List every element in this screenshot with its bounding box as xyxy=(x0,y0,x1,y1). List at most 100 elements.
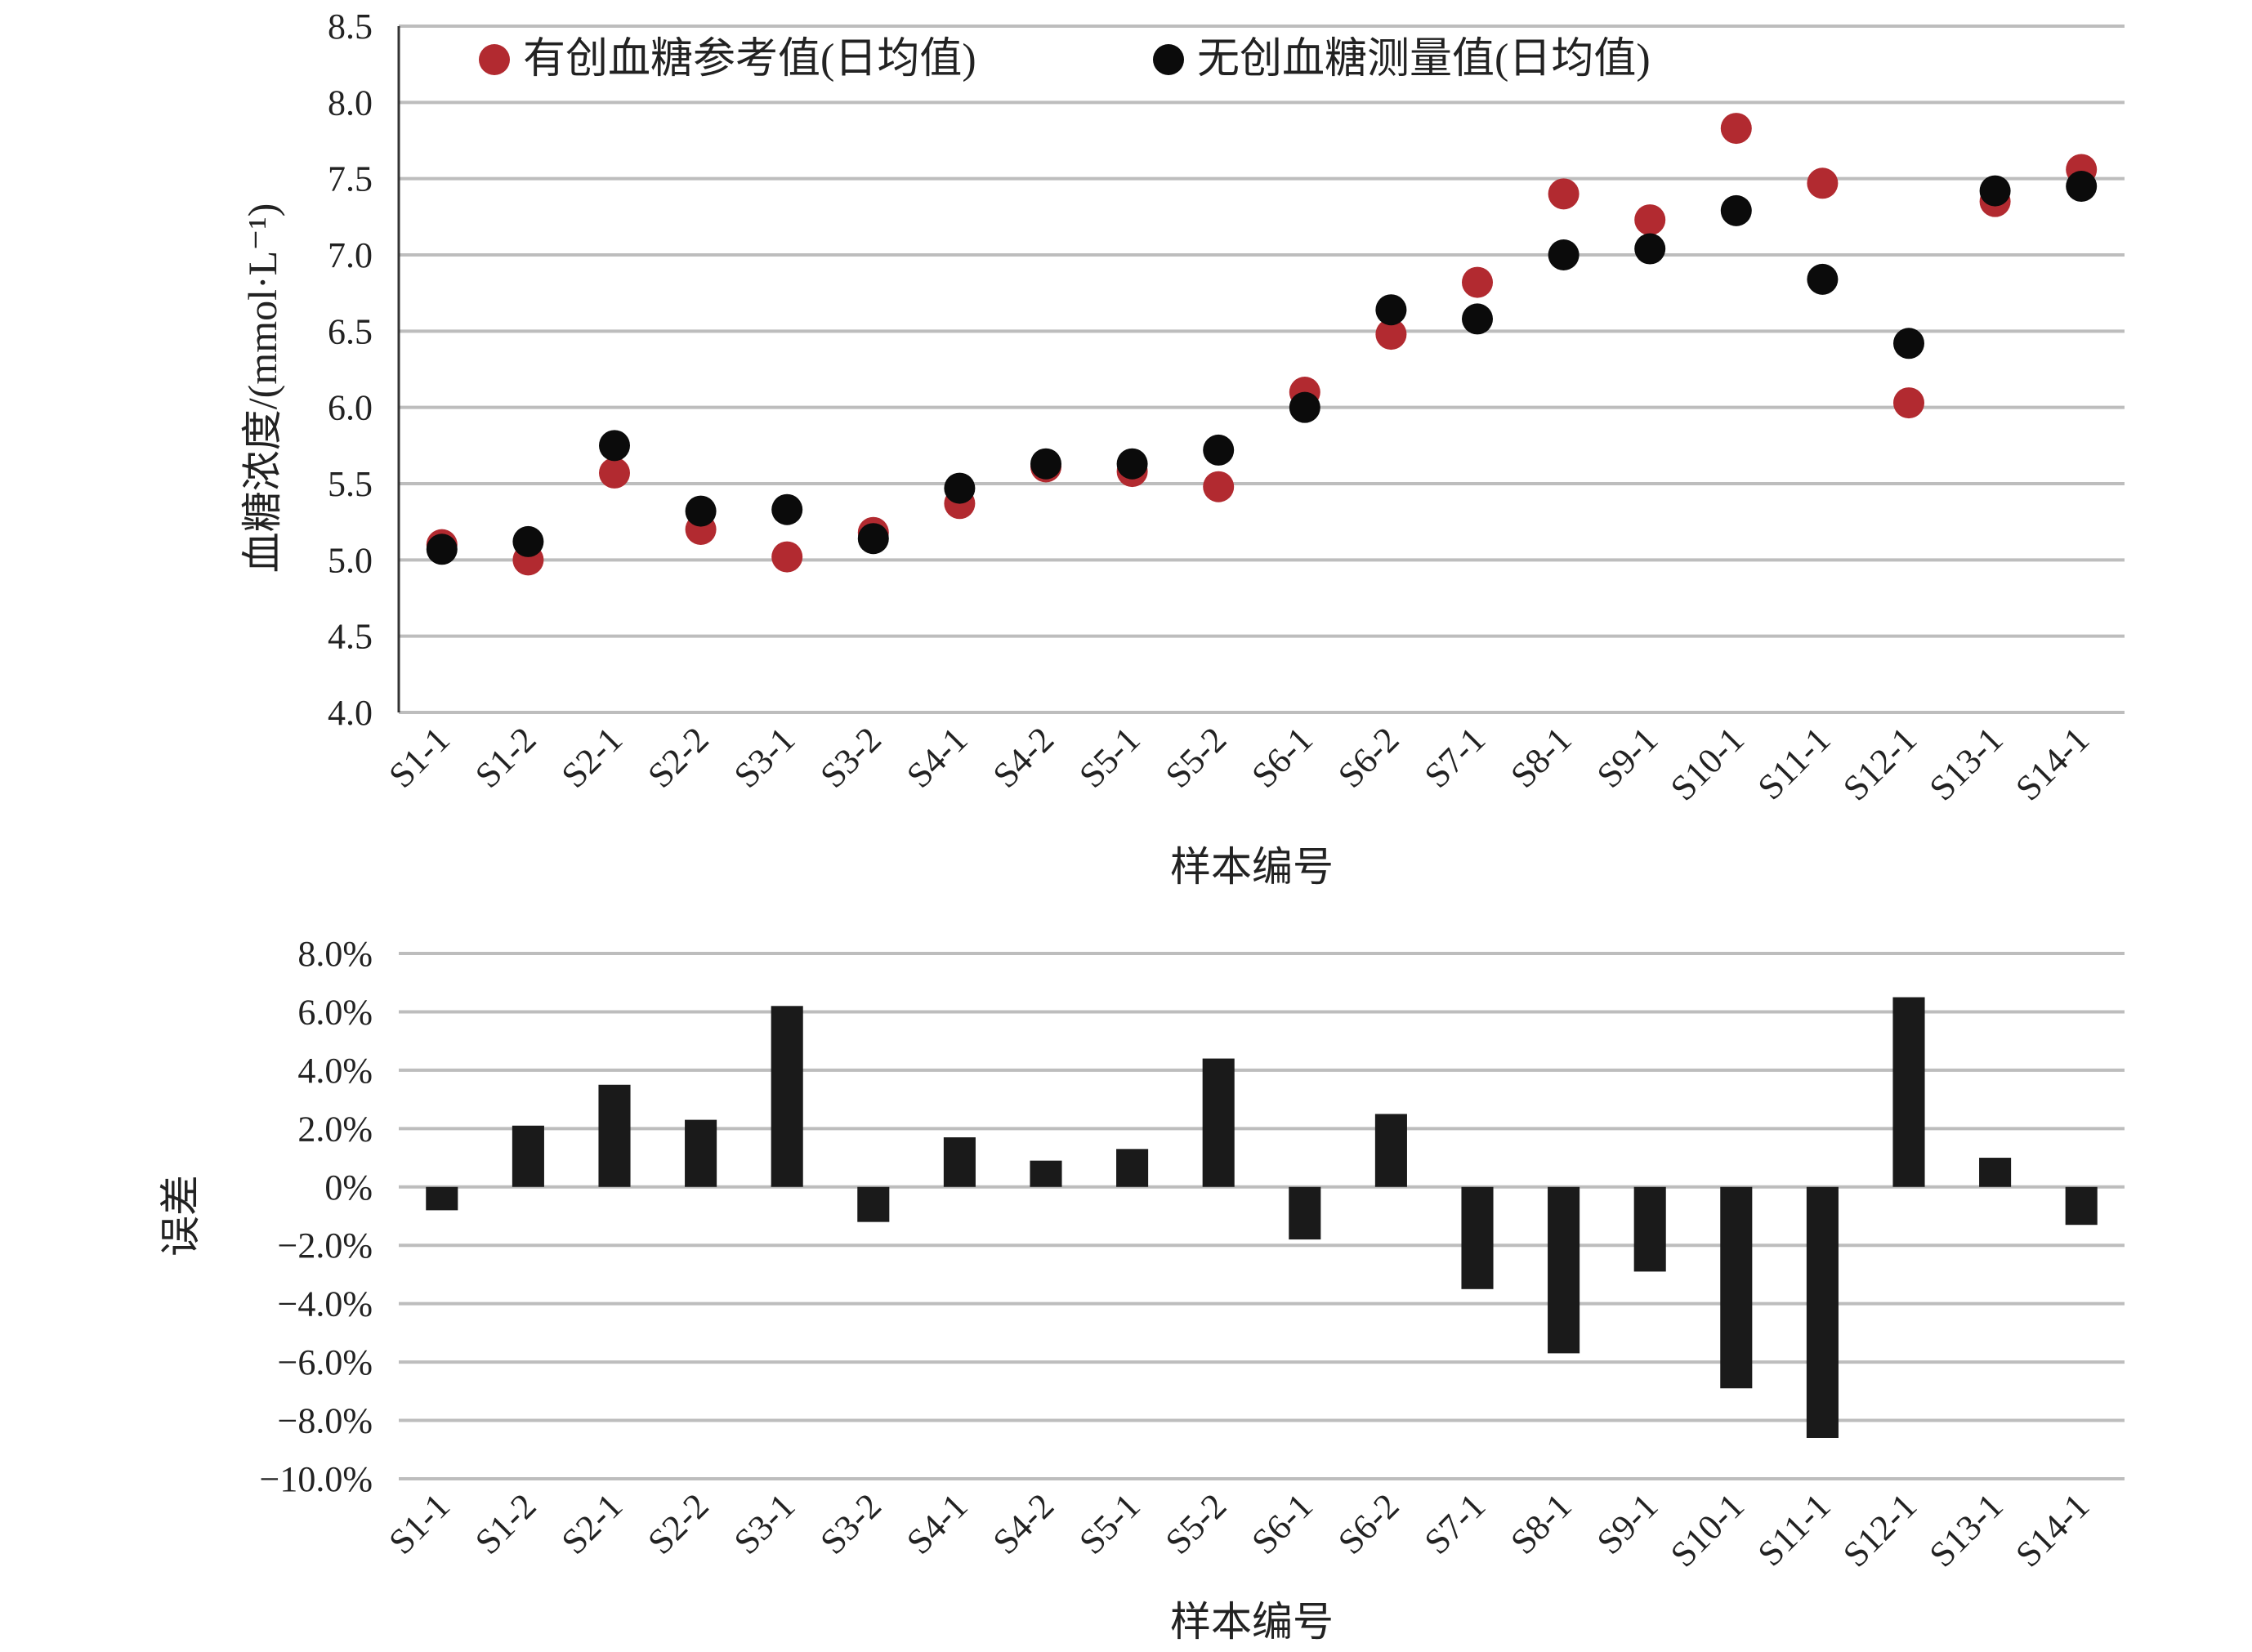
y-tick-label: 7.5 xyxy=(328,159,373,199)
reference-point xyxy=(1893,387,1924,419)
reference-point xyxy=(1375,319,1407,350)
measured-point xyxy=(771,493,803,525)
error-bar xyxy=(685,1119,717,1187)
y-tick-labels: 8.5 8.0 7.5 7.0 6.5 6.0 5.5 5.0 4.5 4.0 xyxy=(328,7,373,733)
x-tick-label: S5-1 xyxy=(1071,719,1147,795)
x-tick-label: S1-2 xyxy=(467,1485,543,1561)
y-tick-label: 4.0 xyxy=(328,693,373,733)
x-tick-label: S6-2 xyxy=(1330,719,1406,795)
y-axis-label: 误差 xyxy=(158,1175,203,1257)
reference-point xyxy=(771,541,803,573)
x-tick-label: S8-1 xyxy=(1503,1485,1579,1561)
error-bar xyxy=(598,1084,631,1187)
y-axis-label: 血糖浓度/(mmol·L⁻¹) xyxy=(239,203,285,573)
x-tick-label: S6-1 xyxy=(1244,719,1320,795)
measured-point xyxy=(857,523,889,555)
x-tick-label: S7-1 xyxy=(1417,719,1493,795)
gridlines xyxy=(397,25,2125,714)
error-bar xyxy=(1548,1186,1580,1354)
measured-point xyxy=(1203,434,1235,466)
error-bar xyxy=(857,1186,890,1222)
error-bar xyxy=(1030,1160,1062,1187)
y-tick-labels: 8.0% 6.0% 4.0% 2.0% 0% −2.0% −4.0% −6.0% −8.0% −1… xyxy=(260,934,373,1499)
x-tick-label: S4-1 xyxy=(899,1485,975,1561)
legend-label-measured: 无创血糖测量值(日均值) xyxy=(1197,36,1651,83)
y-tick-label: 8.0 xyxy=(328,83,373,123)
error-bar xyxy=(1806,1186,1839,1438)
measured-point xyxy=(1030,448,1061,480)
error-bar xyxy=(1720,1186,1753,1389)
y-tick-label: 7.0 xyxy=(328,235,373,275)
reference-point xyxy=(1548,178,1580,210)
error-bar xyxy=(512,1125,544,1187)
x-tick-label: S2-2 xyxy=(640,719,716,795)
x-tick-label: S13-1 xyxy=(1922,719,2011,808)
x-tick-label: S1-1 xyxy=(381,1485,457,1561)
bars xyxy=(426,997,2098,1438)
x-tick-label: S5-2 xyxy=(1158,1485,1234,1561)
measured-point xyxy=(1720,194,1752,226)
reference-point xyxy=(1807,167,1839,199)
measured-point xyxy=(1462,303,1493,335)
x-tick-label: S8-1 xyxy=(1503,719,1579,795)
reference-point xyxy=(1634,204,1666,236)
x-tick-label: S7-1 xyxy=(1417,1485,1493,1561)
measured-point xyxy=(599,430,630,462)
error-bar xyxy=(2065,1186,2098,1226)
x-tick-label: S3-2 xyxy=(812,719,888,795)
x-axis-label: 样本编号 xyxy=(1170,1599,1334,1645)
x-tick-label: S2-1 xyxy=(554,719,630,795)
x-tick-label: S4-2 xyxy=(985,1485,1061,1561)
y-tick-label: 5.0 xyxy=(328,540,373,580)
y-tick-label: −10.0% xyxy=(260,1459,373,1499)
x-tick-label: S2-2 xyxy=(640,1485,716,1561)
y-tick-label: 6.5 xyxy=(328,311,373,351)
x-tick-label: S14-1 xyxy=(2008,719,2097,808)
bar-chart: 8.0% 6.0% 4.0% 2.0% 0% −2.0% −4.0% −6.0% −8.0% −1… xyxy=(158,934,2125,1645)
y-tick-label: −6.0% xyxy=(278,1342,373,1382)
measured-point xyxy=(1893,328,1924,359)
x-tick-label: S14-1 xyxy=(2008,1485,2097,1574)
x-tick-label: S12-1 xyxy=(1835,719,1924,808)
x-tick-label: S1-1 xyxy=(381,719,457,795)
y-tick-label: 4.0% xyxy=(297,1051,373,1091)
y-tick-label: −4.0% xyxy=(278,1284,373,1324)
y-tick-label: 8.0% xyxy=(297,934,373,974)
x-tick-label: S9-1 xyxy=(1589,719,1665,795)
measured-point xyxy=(1116,448,1148,480)
x-tick-labels: S1-1 S1-2 S2-1 S2-2 S3-1 S3-2 S4-1 S4-2 S5-1 S5-2… xyxy=(381,1485,2097,1574)
data-points xyxy=(426,113,2098,576)
x-tick-label: S10-1 xyxy=(1663,719,1752,808)
x-tick-label: S2-1 xyxy=(554,1485,630,1561)
legend-label-reference: 有创血糖参考值(日均值) xyxy=(523,36,976,83)
y-tick-label: 6.0 xyxy=(328,388,373,428)
x-tick-label: S9-1 xyxy=(1589,1485,1665,1561)
reference-point xyxy=(1720,113,1752,145)
error-bar xyxy=(1202,1058,1235,1187)
measured-point xyxy=(685,495,717,527)
y-tick-label: 5.5 xyxy=(328,464,373,504)
x-tick-label: S6-1 xyxy=(1244,1485,1320,1561)
measured-point xyxy=(1375,294,1407,326)
measured-point xyxy=(2066,171,2098,202)
reference-point xyxy=(1462,266,1493,298)
error-bar xyxy=(1461,1186,1494,1289)
y-tick-label: 6.0% xyxy=(297,992,373,1032)
x-tick-label: S11-1 xyxy=(1750,1485,1839,1574)
error-bar xyxy=(1892,997,1925,1187)
x-tick-label: S13-1 xyxy=(1922,1485,2011,1574)
x-tick-label: S12-1 xyxy=(1835,1485,1924,1574)
error-bar xyxy=(426,1186,458,1211)
y-tick-label: 4.5 xyxy=(328,617,373,657)
x-tick-label: S4-1 xyxy=(899,719,975,795)
x-tick-label: S5-1 xyxy=(1071,1485,1147,1561)
measured-point xyxy=(1548,239,1580,270)
error-bar xyxy=(771,1006,803,1187)
error-bar xyxy=(1116,1149,1149,1187)
x-tick-label: S1-2 xyxy=(467,719,543,795)
error-bar xyxy=(943,1137,976,1187)
measured-point xyxy=(1634,233,1666,265)
error-bar xyxy=(1289,1186,1321,1240)
x-tick-label: S11-1 xyxy=(1750,719,1839,807)
gridlines xyxy=(399,952,2125,1480)
